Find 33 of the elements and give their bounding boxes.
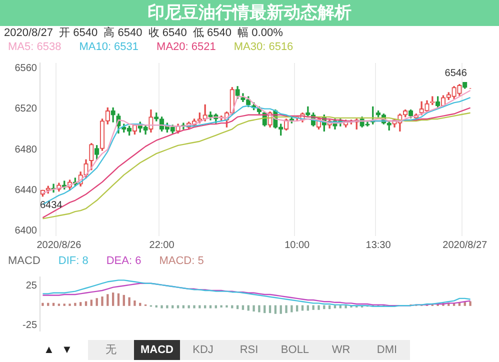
- text: MACD: [134, 340, 180, 360]
- text: MA10: 6531: [79, 40, 139, 54]
- y-tick-label: 6400: [14, 226, 38, 237]
- annotation: 6546: [444, 68, 468, 80]
- series-label: DEA: 6: [106, 254, 142, 268]
- chart-subtitle: 2020/8/27 开 6540 高 6540 收 6540 低 6540 幅 0.00%: [3, 26, 284, 40]
- text: RSI: [226, 340, 272, 360]
- y-tick-label: 25: [26, 280, 38, 292]
- y-tick-label: 6560: [14, 62, 38, 74]
- text: WR: [318, 340, 364, 360]
- y-tick-label: 6480: [14, 144, 38, 156]
- text: MACD: 5: [159, 254, 204, 268]
- x-tick-label: 10:00: [284, 240, 310, 251]
- text: DMI: [364, 340, 410, 360]
- y-tick-label: 6440: [14, 184, 38, 196]
- x-tick-label: 13:30: [366, 240, 392, 251]
- x-tick-label: 22:00: [149, 240, 175, 251]
- text: MA30: 6516: [234, 40, 294, 54]
- y-tick-label: 6520: [14, 104, 38, 115]
- text: 无: [88, 340, 134, 360]
- legend-title: MACD: [8, 254, 40, 268]
- x-tick-label: 2020/8/26: [36, 240, 82, 251]
- y-tick-label: -25: [22, 320, 38, 332]
- text: BOLL: [272, 340, 318, 360]
- text: MA5: 6538: [8, 40, 62, 54]
- annotation: 6434: [40, 200, 63, 212]
- text: KDJ: [180, 340, 226, 360]
- chart-title: 印尼豆油行情最新动态解析: [0, 0, 499, 26]
- series-label: DIF: 8: [58, 254, 88, 268]
- text: MA20: 6521: [156, 40, 216, 54]
- text: ▲: [42, 343, 56, 358]
- text: ▼: [60, 343, 74, 358]
- x-tick-label: 2020/8/27: [442, 240, 488, 251]
